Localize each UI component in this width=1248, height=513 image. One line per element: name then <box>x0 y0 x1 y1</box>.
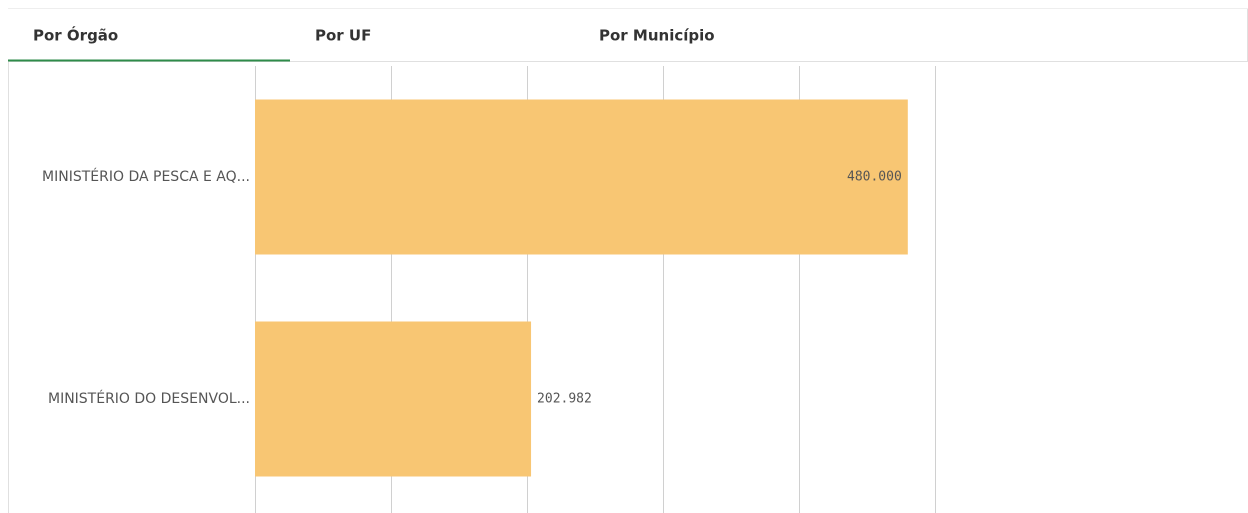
category-label: MINISTÉRIO DA PESCA E AQ... <box>42 168 250 185</box>
tab-label[interactable]: Por Órgão <box>33 26 118 45</box>
category-label: MINISTÉRIO DO DESENVOL... <box>48 390 250 407</box>
bar <box>255 99 908 255</box>
tab-label[interactable]: Por UF <box>315 27 371 45</box>
active-tab-underline <box>8 59 290 62</box>
value-label: 480.000 <box>847 170 902 185</box>
bar <box>255 321 532 477</box>
tab-label[interactable]: Por Município <box>599 27 715 45</box>
value-label: 202.982 <box>537 392 592 407</box>
